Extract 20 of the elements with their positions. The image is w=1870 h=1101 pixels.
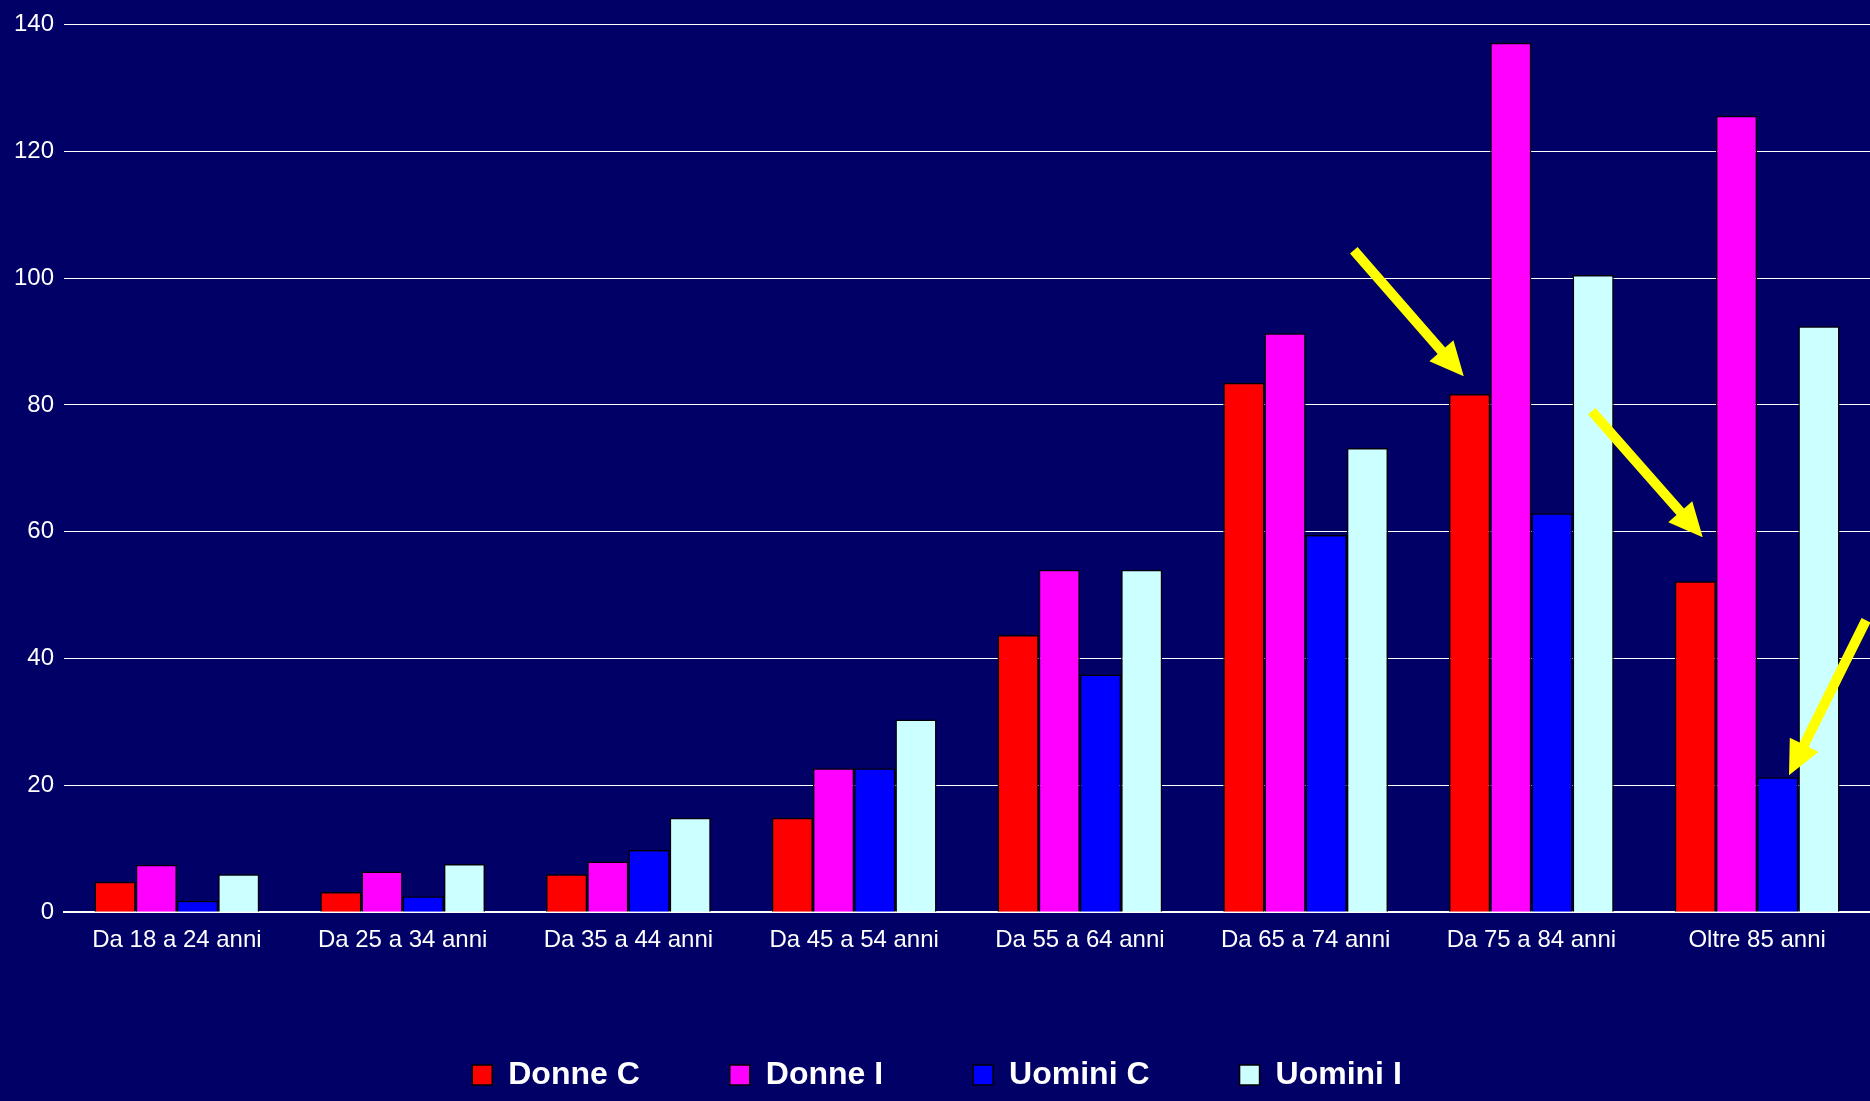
legend-label: Donne I bbox=[765, 1054, 884, 1091]
y-tick-label: 0 bbox=[40, 896, 55, 924]
y-tick-label: 80 bbox=[27, 389, 55, 417]
x-tick-label: Da 75 a 84 anni bbox=[1446, 925, 1617, 953]
y-tick-label: 100 bbox=[14, 262, 55, 290]
x-tick-label: Da 35 a 44 anni bbox=[543, 925, 714, 953]
legend-label: Uomini C bbox=[1009, 1054, 1150, 1091]
y-tick-label: 20 bbox=[27, 770, 55, 797]
x-tick-label: Da 55 a 64 anni bbox=[995, 925, 1165, 953]
y-tick-label: 60 bbox=[27, 516, 55, 544]
x-tick-label: Da 25 a 34 anni bbox=[317, 925, 488, 953]
legend-label: Uomini I bbox=[1275, 1054, 1402, 1091]
y-tick-label: 120 bbox=[14, 135, 55, 163]
y-tick-label: 140 bbox=[14, 9, 55, 37]
legend-label: Donne C bbox=[508, 1054, 640, 1091]
x-tick-label: Da 18 a 24 anni bbox=[92, 925, 262, 953]
x-tick-label: Da 65 a 74 anni bbox=[1220, 925, 1391, 953]
x-tick-label: Oltre 85 anni bbox=[1688, 925, 1826, 953]
x-tick-label: Da 45 a 54 anni bbox=[769, 925, 939, 953]
y-tick-label: 40 bbox=[27, 643, 55, 671]
